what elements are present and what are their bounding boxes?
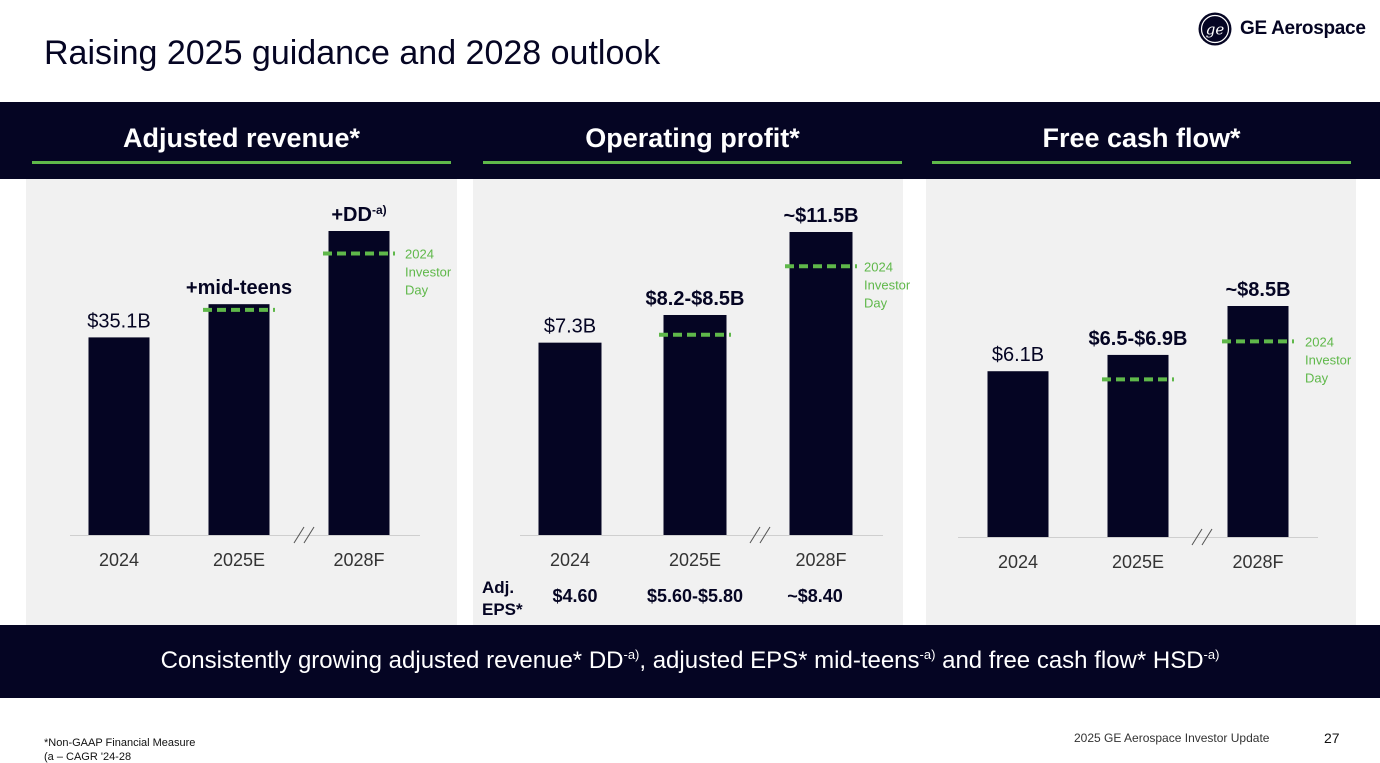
category-tick-label: 2025E [669, 550, 721, 570]
panel-heading-label: Adjusted revenue* [122, 123, 361, 153]
investor-day-label: 2024 [405, 247, 434, 262]
summary-superscript: -a) [919, 647, 936, 662]
bar-value-label: ~$11.5B [783, 205, 858, 227]
page-title: Raising 2025 guidance and 2028 outlook [44, 34, 661, 72]
panel-heading-label: Free cash flow* [1042, 123, 1241, 153]
category-tick-label: 2028F [333, 550, 384, 570]
bar-value-label: +DD-a) [331, 203, 386, 226]
eps-value: $5.60-$5.80 [647, 586, 743, 606]
investor-day-label: Investor [864, 277, 911, 292]
bar-2025E [1107, 354, 1169, 537]
svg-text:ge: ge [1206, 21, 1225, 39]
value-label-superscript: -a) [372, 203, 387, 217]
bar-2024 [987, 371, 1049, 537]
axis-break-mark [759, 526, 771, 544]
category-tick-label: 2025E [213, 550, 265, 570]
section-header-band: Adjusted revenue* Operating profit* Free… [0, 102, 1380, 179]
summary-superscript: -a) [1203, 647, 1220, 662]
category-tick-label: 2025E [1112, 552, 1164, 572]
eps-value: ~$8.40 [787, 586, 843, 606]
investor-day-label: Day [1305, 370, 1329, 385]
summary-superscript: -a) [623, 647, 640, 662]
investor-day-label: Investor [405, 265, 452, 280]
summary-part: and free cash flow* HSD [935, 647, 1204, 674]
footnote-cagr: (a – CAGR '24-28 [44, 751, 132, 763]
event-name: 2025 GE Aerospace Investor Update [1074, 731, 1270, 745]
summary-part: , adjusted EPS* mid-teens [639, 647, 920, 674]
axis-break-mark [293, 526, 305, 544]
panel-heading-revenue: Adjusted revenue* [32, 102, 451, 179]
axis-break-mark [749, 526, 761, 544]
eps-row-label: EPS* [482, 600, 523, 619]
category-tick-label: 2024 [99, 550, 139, 570]
axis-break-mark [303, 526, 315, 544]
category-tick-label: 2024 [998, 552, 1038, 572]
summary-part: Consistently growing adjusted revenue* D… [160, 647, 624, 674]
bar-2025E [208, 304, 270, 535]
bar-value-label: $7.3B [544, 316, 596, 338]
panel-heading-free-cash-flow: Free cash flow* [932, 102, 1351, 179]
investor-day-label: Day [864, 295, 888, 310]
footnote-non-gaap: *Non-GAAP Financial Measure [44, 737, 196, 749]
axis-break-mark [1201, 528, 1213, 546]
summary-band: Consistently growing adjusted revenue* D… [0, 625, 1380, 698]
heading-underline [483, 161, 902, 164]
bar-2025E [663, 314, 727, 535]
summary-text: Consistently growing adjusted revenue* D… [0, 647, 1380, 675]
panel-heading-operating-profit: Operating profit* [483, 102, 902, 179]
axis-break-mark [1191, 528, 1203, 546]
brand-name: GE Aerospace [1240, 18, 1366, 39]
bar-2024 [538, 342, 602, 535]
bar-value-label: $6.5-$6.9B [1089, 328, 1188, 350]
category-tick-label: 2028F [1232, 552, 1283, 572]
ge-monogram-icon: ge [1198, 12, 1232, 46]
bar-value-label: $8.2-$8.5B [646, 288, 745, 310]
bar-2028F [328, 231, 390, 535]
investor-day-label: Day [405, 283, 429, 298]
category-tick-label: 2028F [795, 550, 846, 570]
investor-day-label: 2024 [1305, 334, 1334, 349]
bar-value-label: $35.1B [87, 310, 150, 332]
bar-2028F [1227, 306, 1289, 537]
panel-heading-label: Operating profit* [585, 123, 800, 153]
investor-day-label: Investor [1305, 352, 1352, 367]
category-tick-label: 2024 [550, 550, 590, 570]
heading-underline [932, 161, 1351, 164]
bar-value-label: ~$8.5B [1225, 279, 1290, 301]
heading-underline [32, 161, 451, 164]
eps-row-label: Adj. [482, 578, 514, 597]
bar-value-label: +mid-teens [186, 277, 292, 299]
eps-value: $4.60 [552, 586, 597, 606]
investor-day-label: 2024 [864, 259, 893, 274]
bar-2028F [789, 232, 853, 535]
bar-value-label: $6.1B [992, 344, 1044, 366]
page-number: 27 [1324, 730, 1340, 746]
brand-logo: ge GE Aerospace [1198, 12, 1366, 46]
bar-2024 [88, 337, 150, 535]
